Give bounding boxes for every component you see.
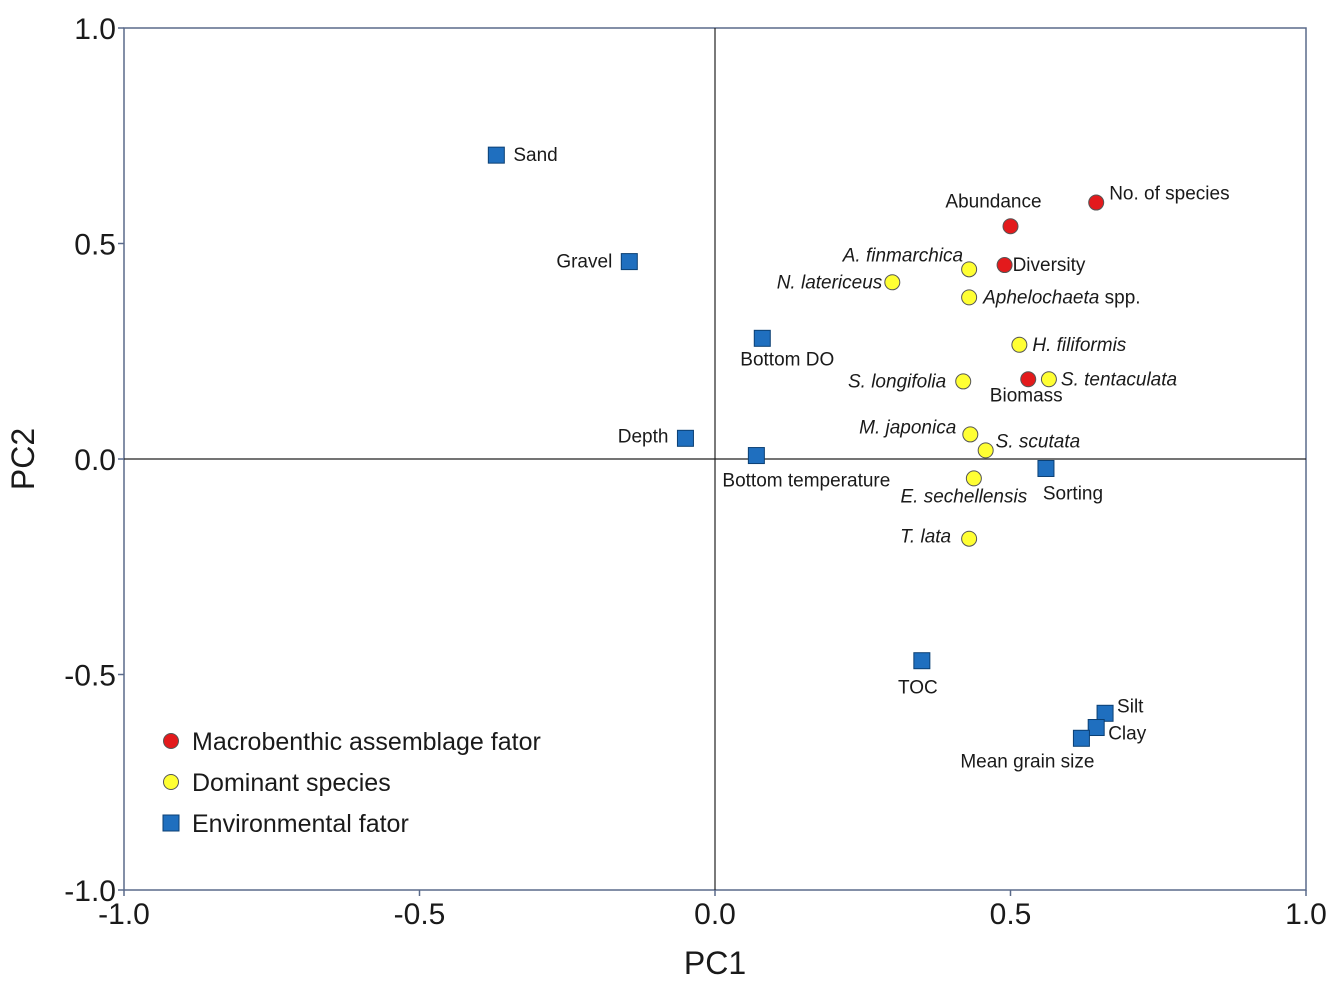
x-axis-title: PC1: [684, 945, 746, 981]
point-label-no-of-species: No. of species: [1109, 184, 1229, 205]
point-depth: [676, 429, 694, 447]
y-tick-label: -0.5: [64, 660, 116, 693]
point-label-n-latericeus: N. latericeus: [777, 272, 883, 293]
x-tick-label: 0.5: [990, 898, 1032, 931]
legend-marker-macrobenthic-assemblage-fator: [163, 733, 179, 749]
x-tick-label: -1.0: [98, 898, 150, 931]
point-label-s-tentaculata: S. tentaculata: [1061, 369, 1177, 390]
point-e-sechellensis: [965, 470, 982, 487]
point-label-clay: Clay: [1108, 724, 1147, 745]
y-tick-label: -1.0: [64, 875, 116, 908]
y-tick-label: 0.0: [74, 444, 116, 477]
point-label-sand: Sand: [513, 145, 557, 166]
legend-marker-environmental-fator: [162, 814, 180, 832]
legend-label-macrobenthic-assemblage-fator: Macrobenthic assemblage fator: [192, 728, 541, 756]
points-layer: [487, 146, 1114, 747]
point-bottom-temperature: [747, 447, 765, 465]
point-s-tentaculata: [1040, 371, 1057, 388]
point-label-depth: Depth: [618, 426, 669, 447]
x-tick-label: -0.5: [394, 898, 446, 931]
point-silt: [1096, 704, 1114, 722]
point-no-of-species: [1088, 194, 1105, 211]
point-diversity: [996, 257, 1013, 274]
point-label-m-japonica: M. japonica: [859, 417, 956, 438]
point-label-h-filiformis: H. filiformis: [1032, 335, 1126, 356]
point-mean-grain-size: [1072, 729, 1090, 747]
y-tick-label: 0.5: [74, 229, 116, 262]
point-label-abundance: Abundance: [945, 191, 1041, 212]
point-biomass: [1020, 371, 1037, 388]
y-tick-label: 1.0: [74, 13, 116, 46]
point-label-s-longifolia: S. longifolia: [848, 371, 946, 392]
point-a-finmarchica: [961, 261, 978, 278]
legend-marker-dominant-species: [163, 774, 179, 790]
point-label-s-scutata: S. scutata: [996, 431, 1081, 452]
point-s-scutata: [977, 442, 994, 459]
point-label-t-lata: T. lata: [900, 527, 951, 548]
point-label-bottom-temperature: Bottom temperature: [722, 471, 890, 492]
point-label-mean-grain-size: Mean grain size: [960, 751, 1094, 772]
point-toc: [913, 652, 931, 670]
point-s-longifolia: [955, 373, 972, 390]
point-m-japonica: [962, 426, 979, 443]
point-label-e-sechellensis: E. sechellensis: [900, 486, 1027, 507]
point-label-sorting: Sorting: [1043, 483, 1103, 504]
legend-label-dominant-species: Dominant species: [192, 769, 391, 797]
point-clay: [1087, 719, 1105, 737]
point-bottom-do: [753, 329, 771, 347]
labels-layer: Abundance No. of species Diversity Biomass A…: [513, 145, 1229, 772]
point-label-bottom-do: Bottom DO: [740, 349, 834, 370]
point-gravel: [620, 253, 638, 271]
point-label-diversity: Diversity: [1013, 255, 1086, 276]
legend-label-environmental-fator: Environmental fator: [192, 810, 409, 838]
point-abundance: [1002, 218, 1019, 235]
point-label-silt: Silt: [1117, 696, 1144, 717]
x-tick-label: 0.0: [694, 898, 736, 931]
point-label-biomass: Biomass: [990, 385, 1063, 406]
point-label-gravel: Gravel: [556, 252, 612, 273]
point-label-a-finmarchica: A. finmarchica: [842, 245, 963, 266]
ticks-layer: -1.0 -0.5 0.0 0.5 1.0 -1.0 -0.5 0.0 0.5 1.0: [64, 13, 1327, 931]
y-axis-title: PC2: [5, 428, 41, 490]
point-sand: [487, 146, 505, 164]
point-label-toc: TOC: [898, 678, 938, 699]
point-label-aphelochaeta-spp: Aphelochaeta spp.: [982, 287, 1140, 308]
legend: Macrobenthic assemblage fator Dominant sp…: [162, 728, 541, 838]
x-tick-label: 1.0: [1285, 898, 1327, 931]
point-sorting: [1037, 459, 1055, 477]
point-aphelochaeta-spp: [961, 289, 978, 306]
axes-layer: PC1 PC2: [5, 27, 1307, 981]
point-t-lata: [961, 530, 978, 547]
point-h-filiformis: [1011, 336, 1028, 353]
point-n-latericeus: [884, 274, 901, 291]
